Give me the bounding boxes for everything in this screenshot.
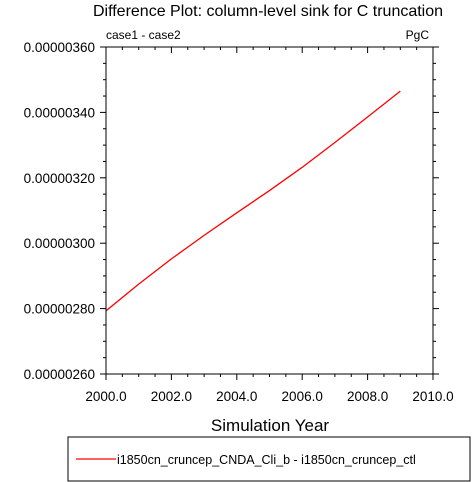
y-tick-label: 0.00000280	[24, 302, 95, 317]
legend-label: i1850cn_cruncep_CNDA_Cli_b - i1850cn_cru…	[117, 453, 416, 467]
x-tick-label: 2002.0	[151, 389, 192, 404]
y-tick-label: 0.00000340	[24, 105, 95, 120]
x-tick-label: 2004.0	[216, 389, 257, 404]
x-tick-label: 2000.0	[85, 389, 126, 404]
y-tick-label: 0.00000360	[24, 40, 95, 55]
axis-ticks	[100, 46, 439, 380]
y-tick-label: 0.00000260	[24, 367, 95, 382]
legend-box	[67, 436, 471, 482]
y-tick-label: 0.00000320	[24, 171, 95, 186]
plot-frame	[105, 46, 434, 375]
x-tick-label: 2010.0	[412, 389, 453, 404]
y-tick-label: 0.00000300	[24, 236, 95, 251]
chart-units-label: PgC	[406, 28, 430, 42]
x-axis-label: Simulation Year	[211, 416, 329, 435]
axis-tick-labels: 2000.0 2002.0 2004.0 2006.0 2008.0 2010.0 0.00…	[24, 40, 454, 404]
legend: i1850cn_cruncep_CNDA_Cli_b - i1850cn_cru…	[67, 436, 471, 482]
x-tick-label: 2006.0	[282, 389, 323, 404]
chart-subtitle-left: case1 - case2	[106, 28, 181, 42]
series-layer	[105, 90, 401, 312]
chart-title: Difference Plot: column-level sink for C…	[93, 3, 443, 20]
series-line-0	[105, 90, 401, 312]
x-tick-label: 2008.0	[347, 389, 388, 404]
